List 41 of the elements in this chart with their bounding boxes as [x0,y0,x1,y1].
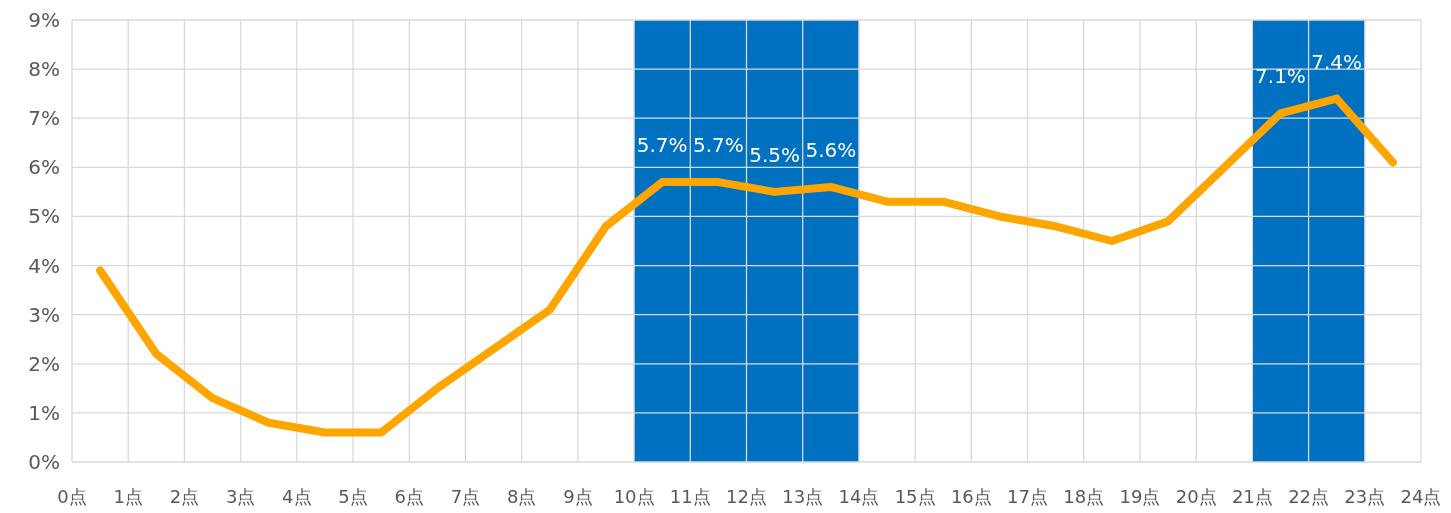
x-tick-label: 14点 [838,486,880,507]
x-tick-label: 18点 [1063,486,1105,507]
x-tick-label: 6点 [394,486,424,507]
x-tick-label: 4点 [282,486,312,507]
x-tick-label: 10点 [613,486,655,507]
data-label: 5.7% [692,133,744,158]
y-tick-label: 9% [28,8,60,32]
y-tick-label: 1% [28,400,60,425]
x-tick-label: 16点 [950,486,992,507]
x-tick-label: 21点 [1231,486,1273,507]
data-label: 5.6% [805,137,857,162]
y-tick-label: 2% [28,351,60,376]
x-tick-label: 23点 [1344,486,1386,507]
x-tick-label: 2点 [169,486,200,507]
x-tick-label: 8点 [506,486,537,507]
data-label: 5.5% [749,142,801,167]
y-tick-label: 8% [28,57,60,82]
x-tick-label: 9点 [563,486,593,507]
y-tick-label: 5% [28,204,60,229]
y-tick-label: 4% [28,253,60,278]
x-tick-label: 5点 [338,486,368,507]
y-tick-label: 7% [28,106,60,131]
data-label: 7.1% [1255,64,1306,89]
y-tick-label: 3% [28,302,60,327]
x-tick-label: 11点 [669,486,711,507]
x-tick-label: 20点 [1175,486,1217,507]
x-tick-label: 7点 [450,486,481,507]
x-tick-label: 3点 [225,486,256,507]
y-tick-label: 0% [28,450,60,474]
x-tick-label: 19点 [1119,486,1161,507]
x-tick-label: 13点 [782,486,824,507]
x-tick-label: 1点 [113,486,143,507]
x-tick-label: 0点 [57,486,87,507]
data-label: 5.7% [636,133,688,158]
data-label: 7.4% [1311,49,1363,74]
y-tick-label: 6% [28,155,60,180]
x-tick-label: 24点 [1400,486,1442,507]
x-tick-label: 17点 [1007,486,1048,507]
x-tick-label: 12点 [726,486,767,507]
x-tick-label: 22点 [1288,486,1330,507]
x-tick-label: 15点 [894,486,936,507]
